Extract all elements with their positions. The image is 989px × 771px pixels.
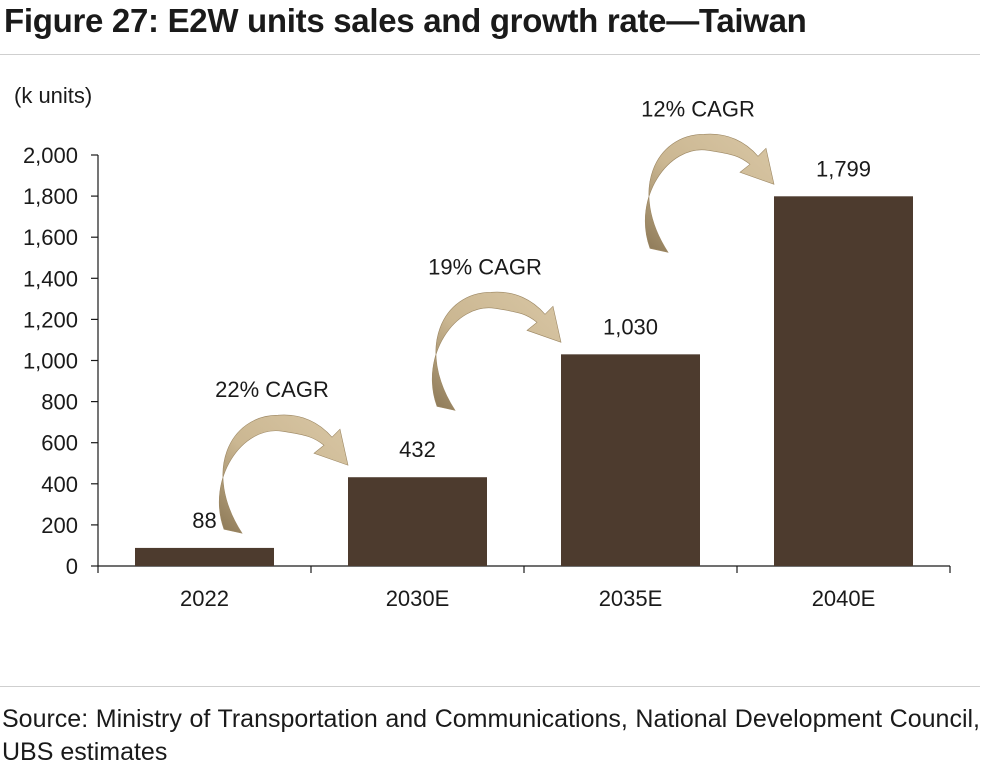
cagr-label: 12% CAGR bbox=[641, 96, 755, 121]
y-tick-label: 800 bbox=[41, 390, 78, 415]
x-tick-label: 2040E bbox=[812, 586, 876, 611]
bar-value-label: 1,799 bbox=[816, 156, 871, 181]
figure-title: Figure 27: E2W units sales and growth ra… bbox=[4, 2, 807, 39]
y-tick-label: 0 bbox=[66, 554, 78, 579]
cagr-arrow bbox=[645, 133, 775, 253]
y-tick-label: 200 bbox=[41, 513, 78, 538]
bar-value-label: 1,030 bbox=[603, 314, 658, 339]
cagr-label: 19% CAGR bbox=[428, 254, 542, 279]
bar-chart: (k units) 0 200 400 600 800 1,000 1,200 1,400 1,… bbox=[14, 83, 951, 611]
x-tick-label: 2035E bbox=[599, 586, 663, 611]
y-tick-label: 1,400 bbox=[23, 266, 78, 291]
bar-2030e bbox=[348, 477, 487, 566]
y-tick-label: 1,000 bbox=[23, 349, 78, 374]
y-tick-label: 1,600 bbox=[23, 225, 78, 250]
bar-2040e bbox=[774, 196, 913, 567]
y-tick-label: 1,200 bbox=[23, 307, 78, 332]
y-tick-label: 2,000 bbox=[23, 143, 78, 168]
cagr-label: 22% CAGR bbox=[215, 377, 329, 402]
y-tick-label: 400 bbox=[41, 472, 78, 497]
y-tick-label: 1,800 bbox=[23, 184, 78, 209]
bar-value-label: 88 bbox=[192, 508, 216, 533]
bar-2035e bbox=[561, 354, 700, 566]
bar-2022 bbox=[135, 547, 274, 566]
cagr-arrow bbox=[219, 414, 349, 534]
bar-value-label: 432 bbox=[399, 437, 436, 462]
y-tick-label: 600 bbox=[41, 431, 78, 456]
y-axis-unit-label: (k units) bbox=[14, 83, 92, 108]
x-tick-label: 2022 bbox=[180, 586, 229, 611]
top-divider bbox=[0, 54, 980, 55]
cagr-arrow bbox=[432, 291, 562, 411]
x-tick-label: 2030E bbox=[386, 586, 450, 611]
bottom-divider bbox=[0, 686, 980, 687]
source-note: Source: Ministry of Transportation and C… bbox=[2, 705, 980, 766]
